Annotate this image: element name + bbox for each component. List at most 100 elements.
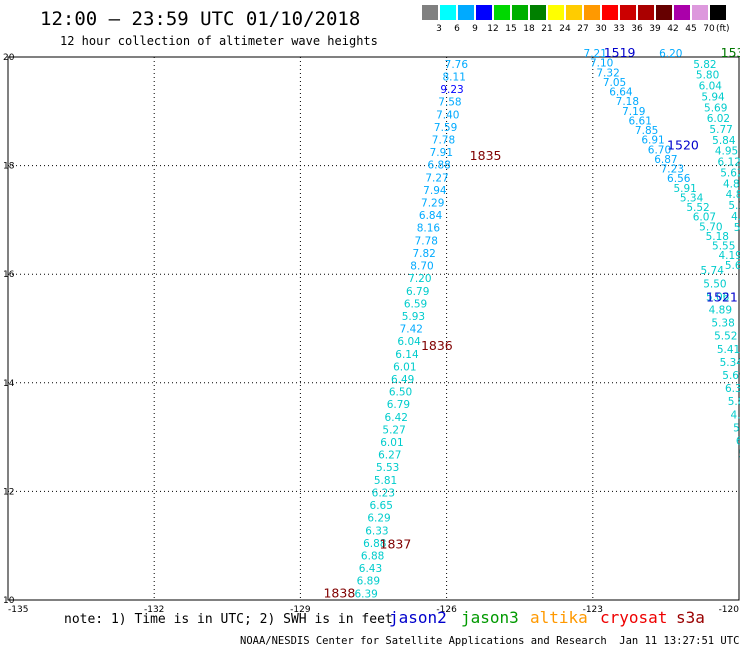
wave-height-value: 6.70: [648, 144, 671, 156]
wave-height-value: 7.91: [430, 147, 453, 159]
pass-time-label: 1835: [470, 148, 502, 163]
wave-height-value: 6.65: [370, 500, 393, 512]
wave-height-value: 5.52: [714, 331, 737, 343]
colorbar-swatch: [674, 5, 690, 20]
wave-height-value: 5.52: [686, 202, 709, 214]
wave-height-value: 7.23: [661, 164, 684, 176]
wave-height-value: 6.20: [659, 48, 682, 60]
wave-height-value: 7.20: [408, 273, 431, 285]
wave-height-value: 4.82: [723, 178, 740, 190]
colorbar-label: 18: [523, 24, 535, 34]
map-subtitle: 12 hour collection of altimeter wave hei…: [60, 34, 378, 48]
colorbar-label: 39: [649, 24, 661, 34]
legend-jason2: jason2: [389, 608, 447, 627]
colorbar-label: 36: [631, 24, 643, 34]
pass-time-label: 1534: [721, 45, 740, 60]
wave-height-value: 6.87: [654, 154, 677, 166]
colorbar-swatch: [566, 5, 582, 20]
colorbar-swatch: [656, 5, 672, 20]
longitude-tick-label: -129: [290, 605, 311, 615]
latitude-tick-label: 16: [3, 270, 15, 280]
longitude-tick-label: -135: [8, 605, 28, 615]
wave-height-value: 5.80: [739, 449, 740, 461]
wave-height-value: 4.19: [718, 250, 740, 262]
legend-s3a: s3a: [676, 608, 705, 627]
wave-height-value: 6.88: [427, 160, 450, 172]
wave-height-value: 4.95: [715, 146, 738, 158]
wave-height-value: 6.43: [359, 563, 382, 575]
wave-height-value: 6.59: [404, 298, 427, 310]
colorbar-label: 3: [436, 24, 442, 34]
wave-height-value: 5.13: [728, 200, 740, 212]
wave-height-value: 8.16: [417, 223, 441, 235]
wave-height-value: 5.74: [701, 265, 725, 277]
wave-height-value: 7.27: [425, 172, 448, 184]
wave-height-value: 8.70: [410, 261, 433, 273]
wave-height-value: 6.01: [393, 361, 416, 373]
colorbar-label: 12: [487, 24, 499, 34]
wave-height-value: 5.69: [722, 370, 740, 382]
wave-height-value: 4.73: [730, 409, 740, 421]
wave-height-value: 5.55: [712, 241, 735, 253]
wave-height-value: 5.84: [712, 135, 736, 147]
wave-height-value: 6.91: [641, 135, 664, 147]
wave-height-value: 6.01: [380, 437, 403, 449]
wave-height-value: 6.33: [725, 383, 740, 395]
wave-height-value: 7.19: [622, 106, 645, 118]
wave-height-value: 5.38: [711, 318, 734, 330]
wave-height-value: 6.89: [357, 576, 380, 588]
legend-cryosat: cryosat: [600, 608, 668, 627]
colorbar-swatch: [692, 5, 708, 20]
wave-height-value: 5.70: [699, 221, 722, 233]
wave-height-value: 5.53: [376, 462, 399, 474]
wave-height-value: 5.80: [696, 70, 719, 82]
colorbar-swatch: [548, 5, 564, 20]
wave-height-value: 6.49: [391, 374, 414, 386]
wave-height-value: 7.94: [423, 185, 447, 197]
footer-credit: NOAA/NESDIS Center for Satellite Applica…: [240, 635, 740, 647]
colorbar-swatch: [476, 5, 492, 20]
colorbar-swatch: [710, 5, 726, 20]
wave-height-value: 6.56: [667, 173, 691, 185]
colorbar-swatch: [602, 5, 618, 20]
wave-height-value: 4.70: [731, 211, 740, 223]
wave-height-value: 7.29: [421, 198, 444, 210]
legend-altika: altika: [530, 608, 588, 627]
colorbar-label: 33: [613, 24, 625, 34]
wave-height-value: 7.42: [400, 324, 423, 336]
latitude-tick-label: 18: [3, 162, 15, 172]
wave-height-value: 5.82: [693, 59, 716, 71]
wave-height-value: 6.29: [367, 513, 390, 525]
wave-height-value: 6.88: [361, 550, 384, 562]
wave-height-value: 5.94: [701, 91, 725, 103]
colorbar-label: 21: [541, 24, 553, 34]
wave-height-value: 7.85: [635, 125, 658, 137]
latitude-tick-label: 10: [3, 596, 15, 606]
wave-height-value: 7.82: [412, 248, 435, 260]
wave-height-value: 6.31: [736, 435, 740, 447]
wave-height-value: 5.85: [728, 396, 740, 408]
wave-height-value: 6.07: [693, 212, 716, 224]
wave-height-value: 6.04: [699, 81, 723, 93]
colorbar-swatch: [422, 5, 438, 20]
wave-height-value: 5.07: [734, 222, 740, 234]
longitude-tick-label: -123: [583, 605, 603, 615]
wave-height-value: 6.23: [372, 487, 395, 499]
wave-height-value: 6.50: [389, 387, 412, 399]
wave-height-value: 7.78: [415, 235, 438, 247]
wave-height-value: 7.76: [445, 59, 469, 71]
colorbar-label: 42: [667, 24, 679, 34]
wave-height-value: 5.41: [717, 344, 740, 356]
colorbar-swatch: [620, 5, 636, 20]
pass-time-label: 1837: [380, 536, 412, 551]
wave-height-value: 6.27: [378, 450, 401, 462]
colorbar-swatch: [638, 5, 654, 20]
pass-time-label: 1520: [667, 137, 699, 152]
wave-height-value: 5.63: [725, 260, 740, 272]
colorbar-label: 70: [703, 24, 715, 34]
latitude-tick-label: 14: [3, 379, 15, 389]
colorbar-swatch: [512, 5, 528, 20]
wave-height-value: 7.58: [438, 97, 461, 109]
